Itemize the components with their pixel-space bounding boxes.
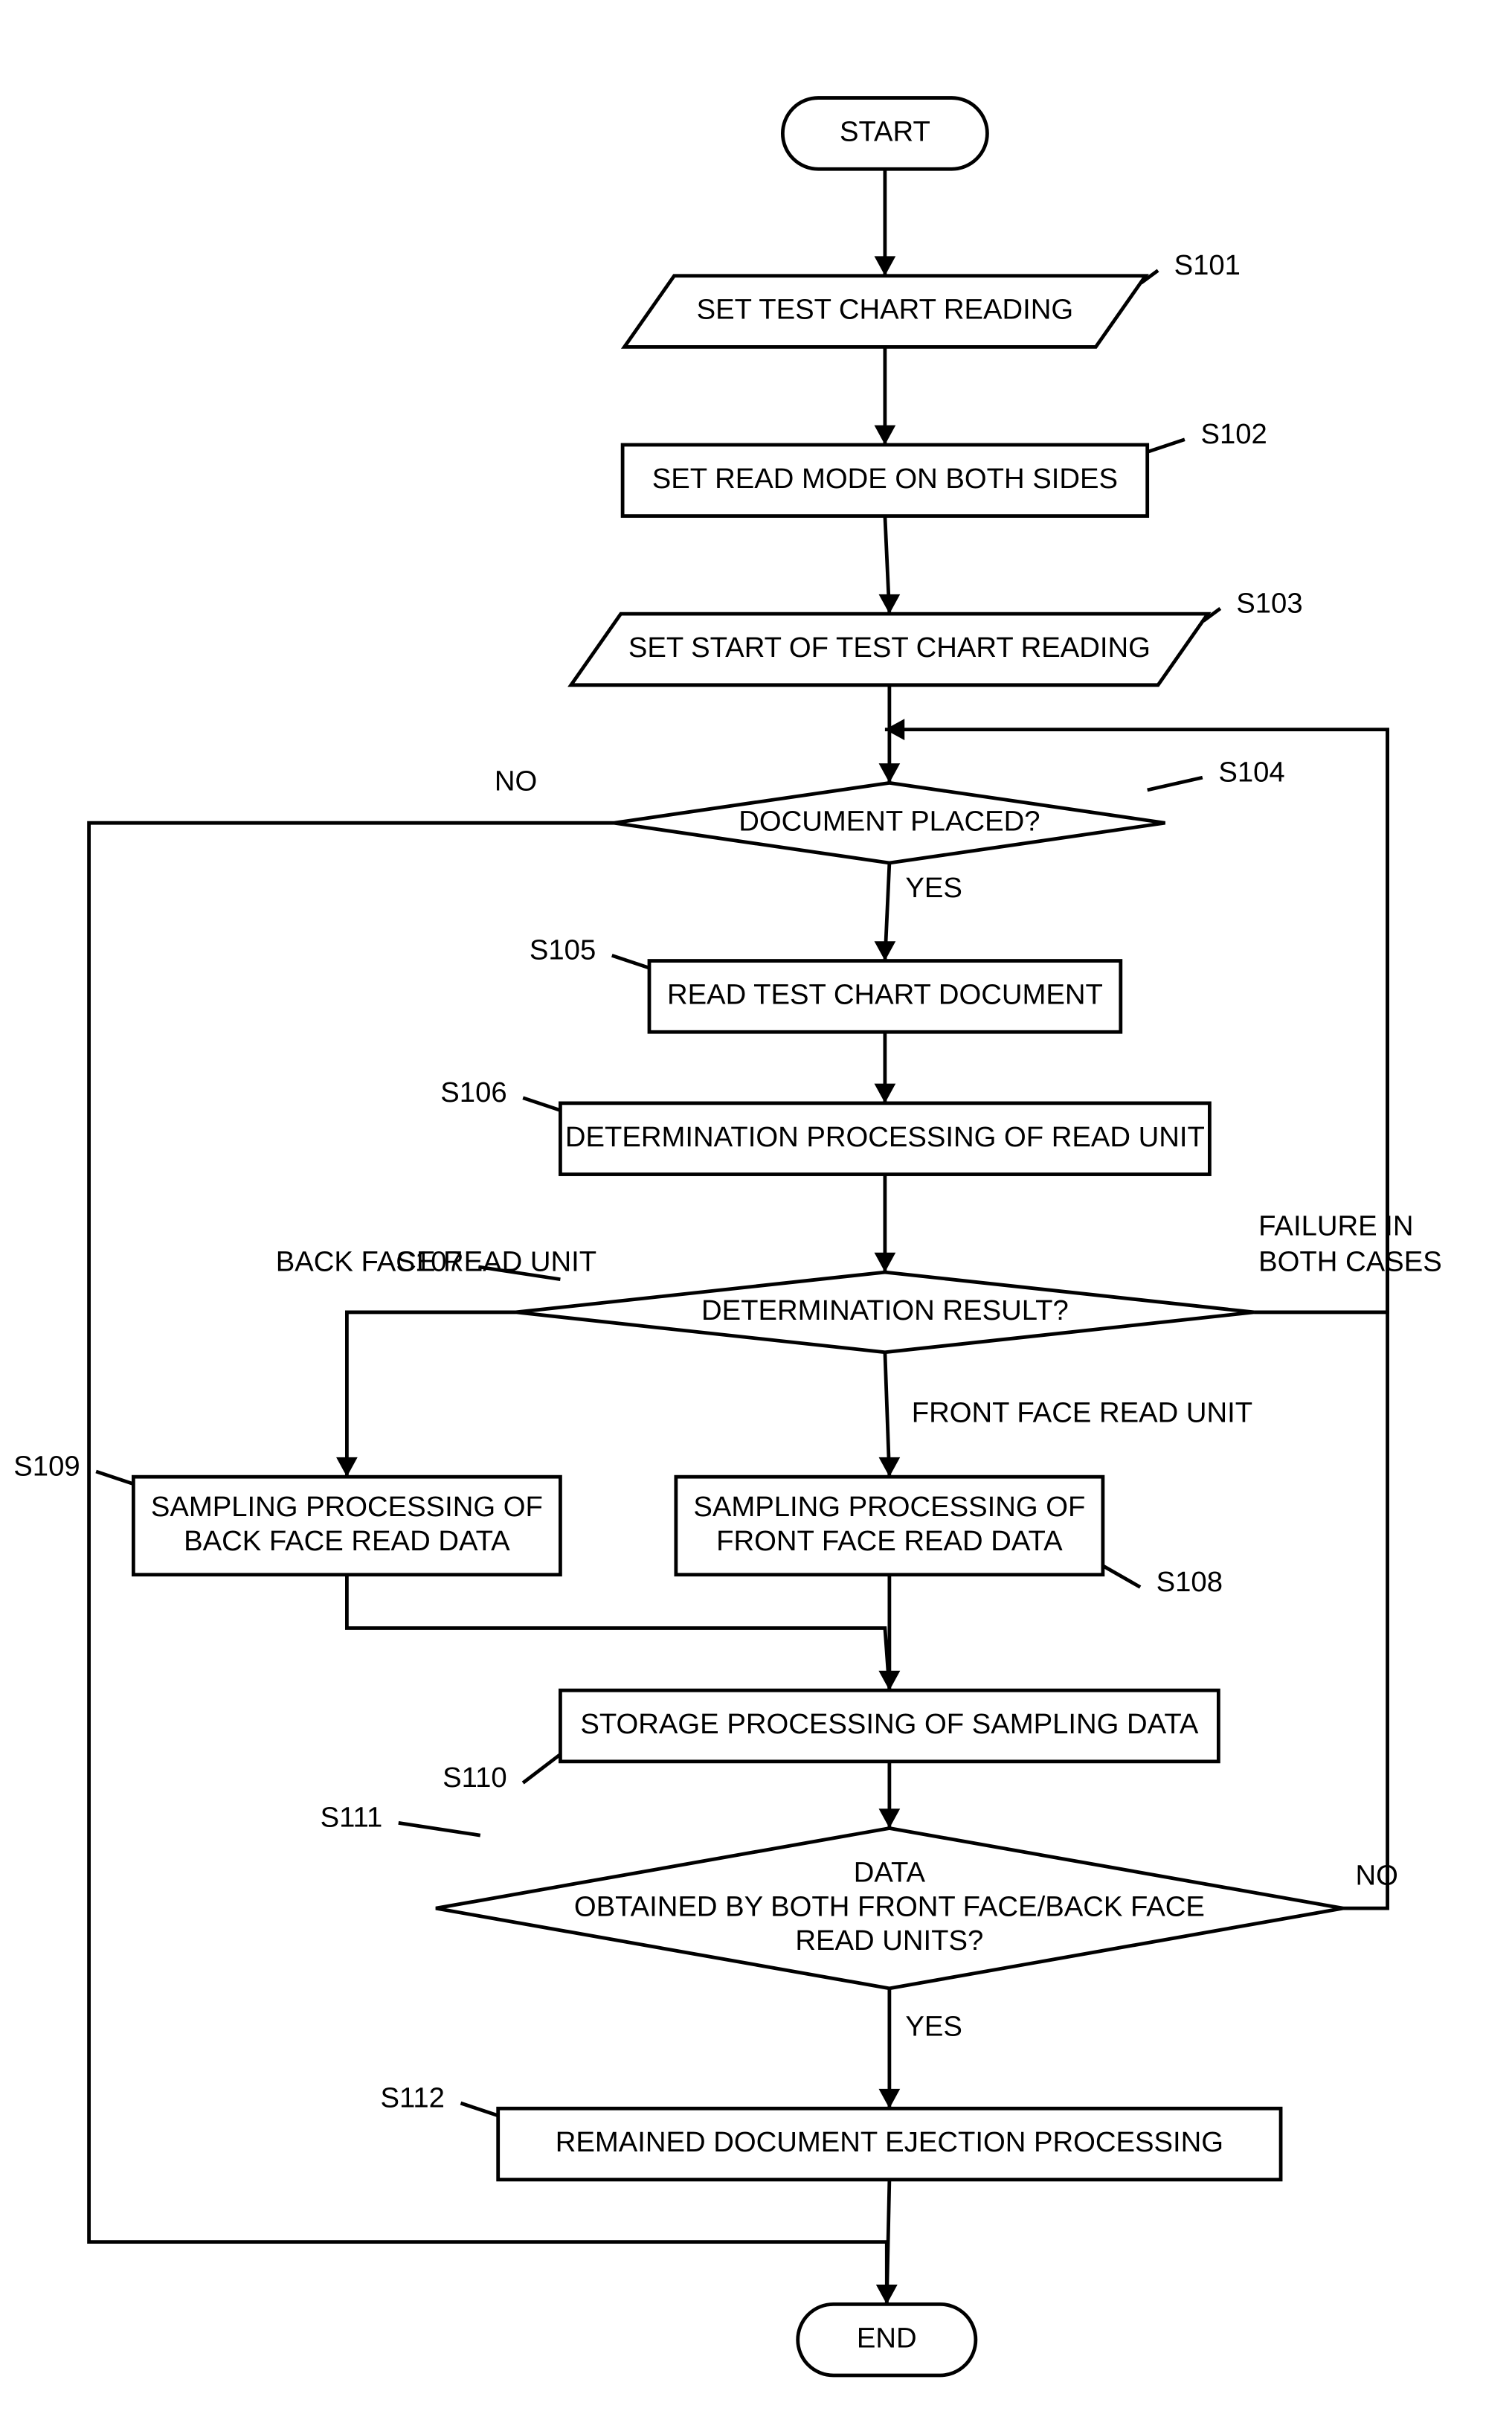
svg-text:FAILURE IN: FAILURE IN	[1258, 1210, 1413, 1242]
step-tag-S101: S101	[1141, 249, 1241, 283]
svg-text:S105: S105	[530, 934, 596, 966]
step-tag-S104: S104	[1148, 757, 1285, 790]
flowchart-canvas: YES FRONT FACE READ UNIT YES NO BACK FACE RE…	[0, 0, 1512, 2420]
edge-1	[875, 347, 896, 445]
edge-6	[875, 1175, 896, 1273]
svg-text:READ TEST CHART DOCUMENT: READ TEST CHART DOCUMENT	[667, 978, 1103, 1010]
step-tag-S103: S103	[1203, 587, 1303, 620]
svg-text:SET START OF TEST CHART READIN: SET START OF TEST CHART READING	[628, 632, 1151, 664]
svg-text:S104: S104	[1218, 757, 1284, 789]
edge-9	[879, 1762, 901, 1829]
node-s110: STORAGE PROCESSING OF SAMPLING DATA	[560, 1690, 1218, 1762]
step-tag-S110: S110	[443, 1754, 560, 1794]
edge-2	[879, 516, 901, 614]
step-tag-S111: S111	[321, 1802, 480, 1835]
step-tag-S105: S105	[530, 934, 649, 968]
edge-4: YES	[875, 863, 962, 961]
node-s109: SAMPLING PROCESSING OFBACK FACE READ DAT…	[133, 1477, 560, 1575]
edge-0	[875, 169, 896, 276]
svg-text:YES: YES	[905, 872, 962, 904]
svg-text:FRONT FACE READ UNIT: FRONT FACE READ UNIT	[912, 1397, 1252, 1429]
node-s108: SAMPLING PROCESSING OFFRONT FACE READ DA…	[676, 1477, 1103, 1575]
edge-5	[875, 1032, 896, 1103]
svg-text:SET TEST CHART READING: SET TEST CHART READING	[697, 294, 1074, 326]
svg-text:STORAGE PROCESSING OF SAMPLING: STORAGE PROCESSING OF SAMPLING DATA	[580, 1708, 1199, 1740]
svg-text:S102: S102	[1200, 418, 1267, 450]
edge-10: YES	[879, 1989, 962, 2108]
svg-text:S106: S106	[440, 1076, 506, 1108]
step-tag-S112: S112	[380, 2082, 498, 2115]
edge-16: NO	[1343, 730, 1398, 1909]
svg-text:SET READ MODE ON BOTH SIDES: SET READ MODE ON BOTH SIDES	[652, 463, 1118, 495]
svg-text:SAMPLING PROCESSING OF: SAMPLING PROCESSING OF	[693, 1491, 1085, 1523]
svg-text:DETERMINATION RESULT?: DETERMINATION RESULT?	[701, 1294, 1069, 1326]
svg-text:BACK FACE READ DATA: BACK FACE READ DATA	[184, 1525, 510, 1557]
node-s107: DETERMINATION RESULT?	[516, 1272, 1255, 1352]
svg-text:NO: NO	[495, 765, 537, 797]
svg-text:BOTH CASES: BOTH CASES	[1258, 1245, 1442, 1277]
node-s104: DOCUMENT PLACED?	[614, 783, 1165, 863]
svg-text:START: START	[840, 115, 930, 147]
node-s103: SET START OF TEST CHART READING	[571, 614, 1208, 685]
node-s106: DETERMINATION PROCESSING OF READ UNIT	[560, 1103, 1209, 1175]
svg-text:S109: S109	[13, 1450, 80, 1482]
svg-text:S108: S108	[1156, 1566, 1223, 1598]
node-s111: DATAOBTAINED BY BOTH FRONT FACE/BACK FAC…	[436, 1829, 1343, 1989]
svg-text:END: END	[857, 2322, 917, 2354]
svg-text:REMAINED DOCUMENT EJECTION PRO: REMAINED DOCUMENT EJECTION PROCESSING	[556, 2126, 1223, 2158]
svg-text:YES: YES	[905, 2011, 962, 2043]
svg-text:NO: NO	[1356, 1859, 1398, 1891]
svg-text:S111: S111	[321, 1802, 383, 1834]
svg-text:S110: S110	[443, 1762, 507, 1794]
svg-text:DOCUMENT PLACED?: DOCUMENT PLACED?	[739, 805, 1040, 837]
edge-7: FRONT FACE READ UNIT	[879, 1352, 1253, 1477]
svg-text:READ UNITS?: READ UNITS?	[795, 1925, 983, 1957]
step-tag-S109: S109	[13, 1450, 133, 1483]
svg-text:SAMPLING PROCESSING OF: SAMPLING PROCESSING OF	[151, 1491, 543, 1523]
node-start: START	[782, 98, 987, 170]
svg-text:S107: S107	[396, 1245, 463, 1277]
svg-text:DETERMINATION PROCESSING OF RE: DETERMINATION PROCESSING OF READ UNIT	[565, 1121, 1205, 1153]
svg-text:DATA: DATA	[854, 1856, 926, 1888]
svg-text:FRONT FACE READ DATA: FRONT FACE READ DATA	[716, 1525, 1063, 1557]
svg-text:S101: S101	[1174, 249, 1241, 281]
step-tag-S106: S106	[440, 1076, 560, 1110]
node-end: END	[798, 2304, 976, 2375]
edge-14	[347, 1575, 900, 1690]
svg-text:S103: S103	[1236, 587, 1302, 619]
node-s102: SET READ MODE ON BOTH SIDES	[623, 445, 1148, 516]
node-s101: SET TEST CHART READING	[625, 276, 1146, 347]
node-s105: READ TEST CHART DOCUMENT	[649, 961, 1121, 1033]
svg-text:OBTAINED BY BOTH FRONT FACE/BA: OBTAINED BY BOTH FRONT FACE/BACK FACE	[574, 1890, 1205, 1922]
svg-text:S112: S112	[380, 2082, 445, 2114]
step-tag-S102: S102	[1148, 418, 1267, 452]
node-s112: REMAINED DOCUMENT EJECTION PROCESSING	[498, 2108, 1281, 2180]
step-tag-S108: S108	[1103, 1566, 1223, 1598]
edge-13: BACK FACE READ UNIT	[276, 1245, 596, 1477]
